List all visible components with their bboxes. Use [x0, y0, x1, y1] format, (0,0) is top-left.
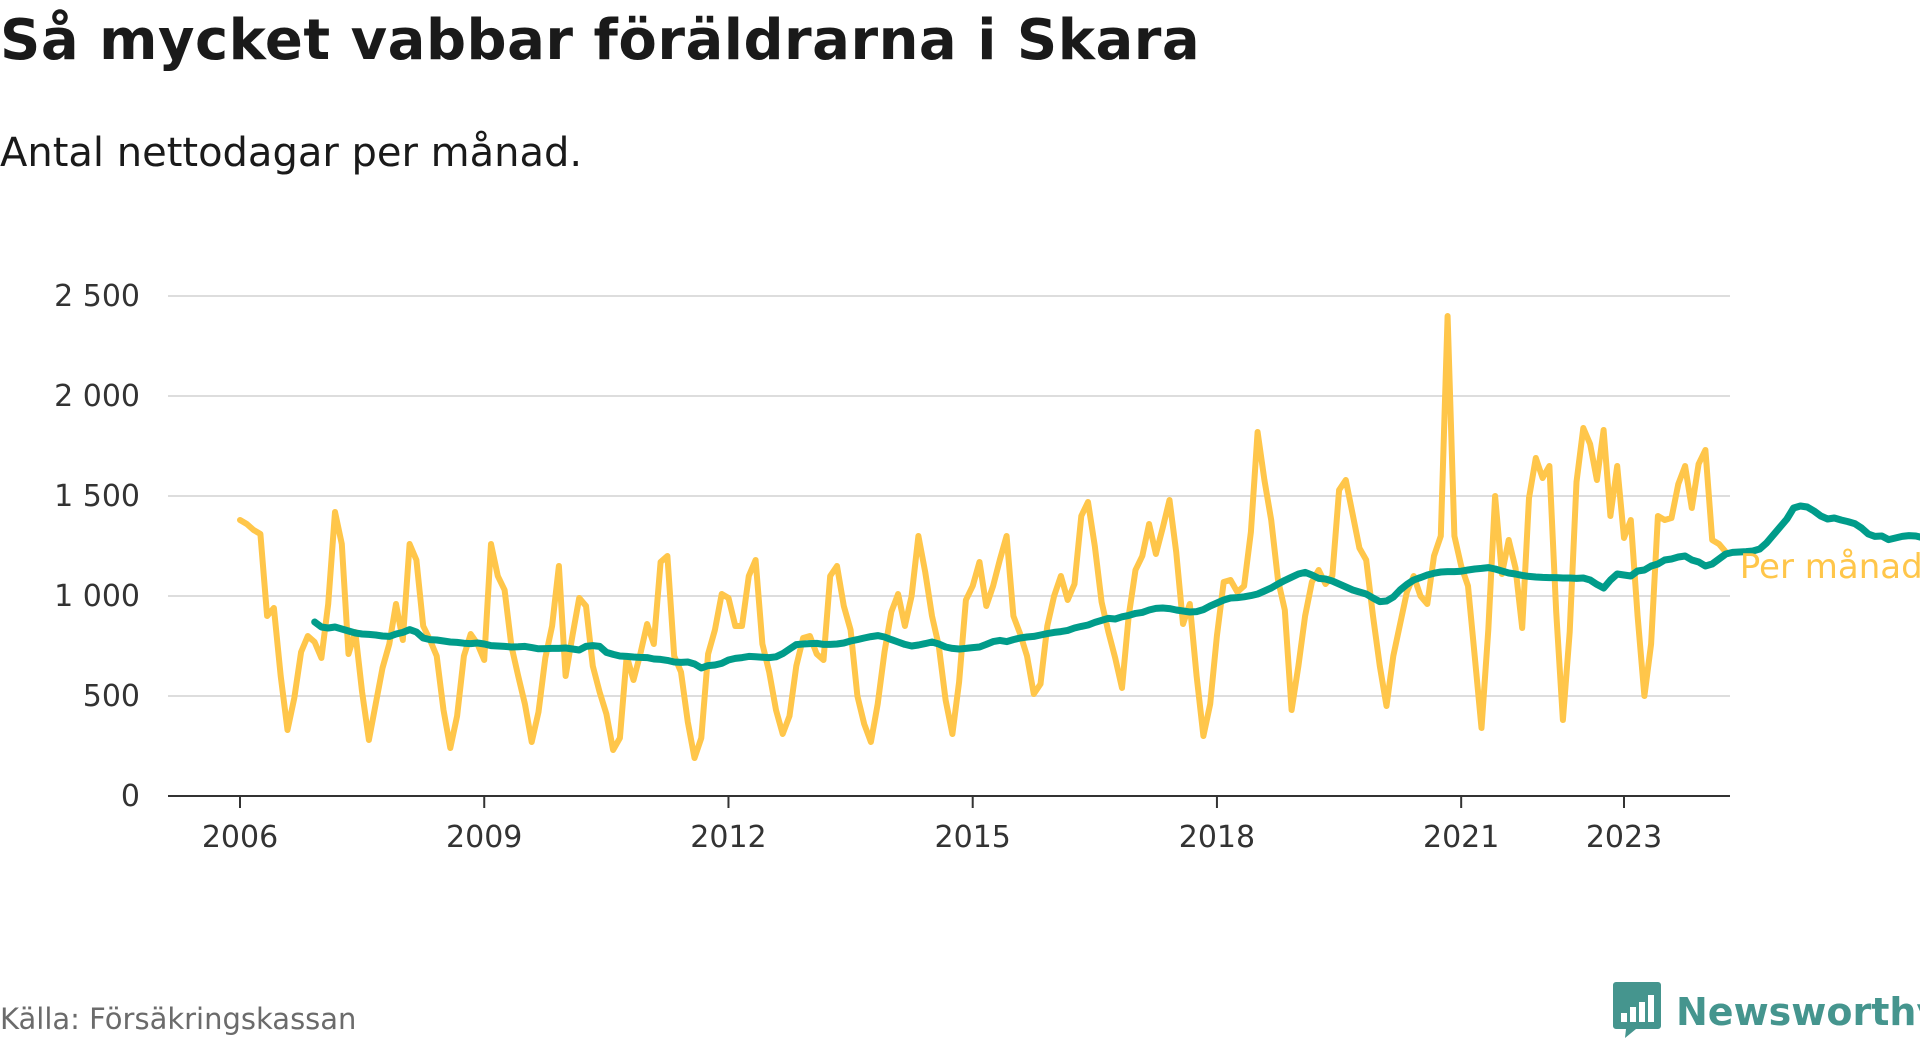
- y-tick-label: 0: [121, 779, 140, 814]
- series-lines: [237, 313, 1920, 761]
- legend-label-per-manad: Per månad: [1740, 547, 1920, 587]
- legend-labels: TrendPer månad: [1740, 547, 1920, 587]
- monthly-series-line: [237, 313, 1729, 761]
- y-tick-label: 2 000: [54, 379, 140, 414]
- x-tick-label: 2015: [935, 820, 1011, 855]
- trend-series-line: [311, 502, 1920, 672]
- x-tick-label: 2012: [690, 820, 766, 855]
- brand-logo[interactable]: Newsworthy: [1612, 982, 1920, 1042]
- x-tick-label: 2009: [446, 820, 522, 855]
- bar-chart-badge-icon: [1612, 980, 1662, 1044]
- chart-title: Så mycket vabbar föräldrarna i Skara: [0, 8, 1201, 73]
- chart-subtitle: Antal nettodagar per månad.: [0, 130, 583, 176]
- y-tick-label: 2 500: [54, 279, 140, 314]
- x-tick-label: 2018: [1179, 820, 1255, 855]
- source-note: Källa: Försäkringskassan: [0, 1002, 357, 1036]
- y-tick-label: 500: [83, 679, 140, 714]
- brand-name: Newsworthy: [1676, 990, 1920, 1034]
- y-tick-label: 1 500: [54, 479, 140, 514]
- y-tick-label: 1 000: [54, 579, 140, 614]
- x-tick-label: 2023: [1586, 820, 1662, 855]
- y-axis-ticks: 0 500 1 000 1 500 2 000 2 500: [54, 279, 140, 814]
- x-tick-label: 2021: [1423, 820, 1499, 855]
- x-tick-label: 2006: [202, 820, 278, 855]
- x-axis: 2006 2009 2012 2015 2018 2021 2023: [168, 795, 1730, 855]
